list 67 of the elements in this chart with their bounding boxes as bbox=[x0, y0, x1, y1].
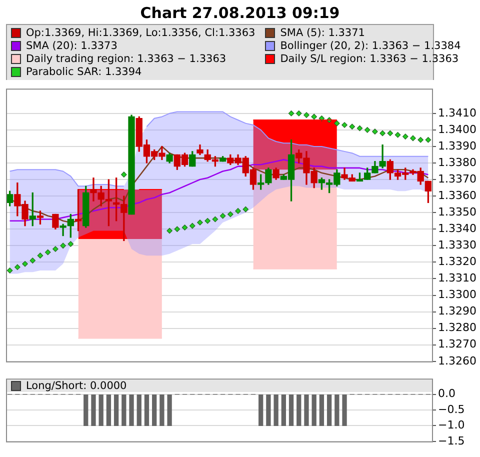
point bbox=[235, 208, 241, 214]
point bbox=[304, 112, 310, 118]
y-tick-label: 1.3380 bbox=[438, 156, 476, 169]
point bbox=[418, 136, 424, 143]
point bbox=[228, 211, 234, 218]
y-tick-label: 1.3300 bbox=[438, 288, 476, 302]
point bbox=[342, 122, 348, 128]
y-tick-label: −1.5 bbox=[438, 434, 465, 448]
point bbox=[22, 260, 28, 267]
point bbox=[220, 213, 226, 219]
legend-label: Bollinger (20, 2): 1.3363 − 1.3384 bbox=[280, 40, 461, 52]
point bbox=[14, 264, 20, 270]
point bbox=[174, 226, 180, 232]
y-tick-label: −0.5 bbox=[438, 402, 465, 416]
y-tick-label: 1.3320 bbox=[438, 255, 476, 268]
y-tick-label: 1.3370 bbox=[438, 172, 476, 186]
legend-label: Long/Short: 0.0000 bbox=[26, 380, 127, 392]
y-tick-label: 1.3280 bbox=[438, 321, 476, 334]
point bbox=[197, 220, 203, 226]
y-tick-label: 1.3310 bbox=[438, 272, 476, 285]
legend-label: SMA (20): 1.3373 bbox=[26, 40, 118, 52]
point bbox=[387, 130, 394, 136]
point bbox=[364, 127, 370, 133]
chart-title: Chart 27.08.2013 09:19 bbox=[139, 3, 341, 24]
y-tick-label: 0.0 bbox=[438, 387, 456, 400]
y-tick-label: 1.3360 bbox=[438, 188, 476, 202]
y-tick-label: 1.3350 bbox=[438, 205, 476, 218]
point bbox=[52, 246, 58, 252]
y-tick-label: 1.3390 bbox=[438, 139, 476, 152]
point bbox=[37, 252, 44, 258]
point bbox=[349, 124, 356, 130]
y-tick-label: 1.3410 bbox=[438, 106, 476, 120]
point bbox=[311, 114, 317, 120]
point bbox=[44, 249, 51, 256]
legend-label: Parabolic SAR: 1.3394 bbox=[26, 66, 142, 78]
y-tick-label: 1.3270 bbox=[438, 338, 476, 351]
point bbox=[334, 120, 340, 126]
legend-label: Daily S/L region: 1.3363 − 1.3363 bbox=[280, 53, 459, 65]
point bbox=[182, 224, 188, 230]
point bbox=[425, 136, 432, 143]
y-tick-label: 1.3260 bbox=[438, 354, 476, 368]
legend-label: Daily trading region: 1.3363 − 1.3363 bbox=[26, 53, 226, 65]
point bbox=[410, 135, 416, 142]
y-tick-label: −1.0 bbox=[438, 418, 465, 432]
point bbox=[242, 206, 249, 212]
point bbox=[68, 241, 74, 247]
legend-label: SMA (5): 1.3371 bbox=[280, 27, 365, 39]
point bbox=[402, 134, 408, 140]
y-tick-label: 1.3330 bbox=[438, 238, 476, 252]
point bbox=[204, 218, 210, 224]
point bbox=[394, 132, 401, 138]
y-tick-label: 1.3340 bbox=[438, 222, 476, 235]
point bbox=[372, 128, 378, 134]
point bbox=[356, 125, 363, 132]
point bbox=[60, 242, 66, 249]
point bbox=[121, 172, 127, 178]
point bbox=[189, 222, 196, 229]
point bbox=[6, 268, 13, 274]
point bbox=[288, 110, 294, 116]
point bbox=[212, 216, 218, 222]
point bbox=[166, 228, 172, 234]
y-tick-label: 1.3400 bbox=[438, 122, 476, 136]
y-tick-label: 1.3290 bbox=[438, 304, 476, 318]
legend-label: Op:1.3369, Hi:1.3369, Lo:1.3356, Cl:1.3363 bbox=[26, 27, 256, 39]
point bbox=[380, 130, 386, 136]
point bbox=[296, 110, 302, 116]
point bbox=[30, 258, 36, 264]
